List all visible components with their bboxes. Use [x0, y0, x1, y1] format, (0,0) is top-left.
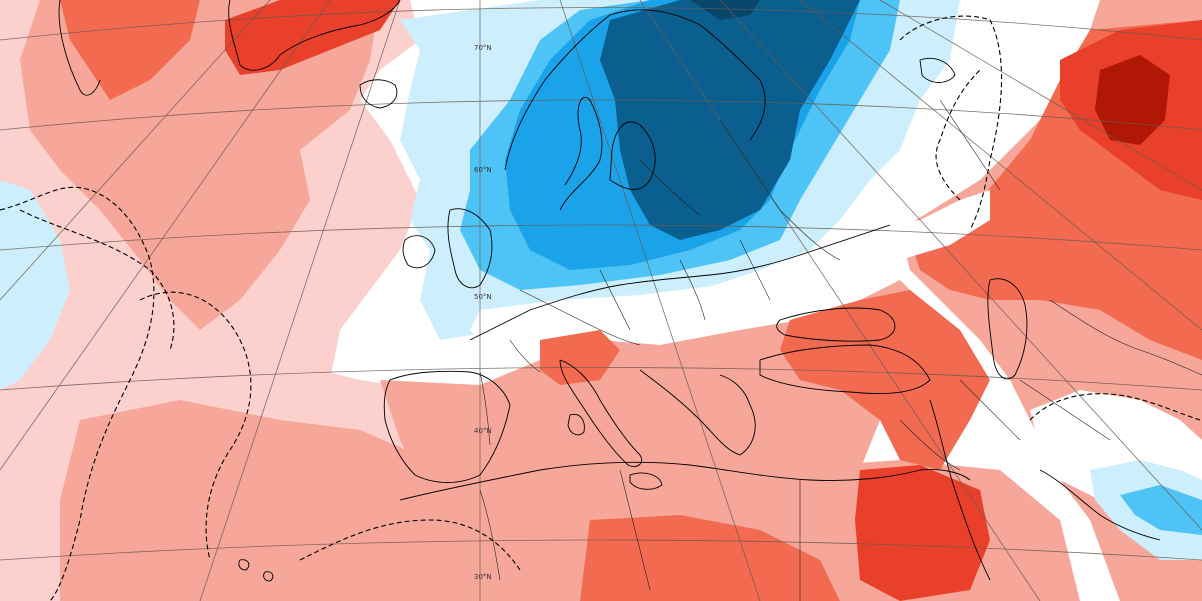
- border-turkmenistan-iran: [1019, 379, 1111, 441]
- border-central-europe-2: [599, 269, 631, 331]
- contour-line-7: [935, 69, 981, 201]
- lat-label-70: 70°N: [474, 44, 492, 52]
- lat-line-30: [0, 539, 1202, 561]
- contour-line-6: [1029, 393, 1201, 421]
- contour-line-3: [19, 209, 175, 351]
- coast-sardinia: [567, 413, 585, 436]
- border-spain-portugal: [479, 371, 491, 446]
- mid-red-balkans: [540, 330, 620, 385]
- meridian-e50: [879, 0, 1202, 191]
- coast-turkey: [759, 344, 931, 395]
- cold-anomaly-layer: [0, 0, 1202, 560]
- coast-novaya-zemlya: [919, 57, 956, 83]
- coast-black-sea: [776, 307, 896, 342]
- country-borders: [479, 99, 1202, 601]
- coast-canary-2: [263, 571, 274, 582]
- contour-line-1: [0, 186, 155, 601]
- border-belarus-ukraine: [739, 239, 771, 301]
- dark-red-core: [1095, 55, 1170, 145]
- coast-balkans: [639, 369, 756, 456]
- mid-red-greenland: [60, 0, 200, 100]
- meridian-e40: [799, 0, 1202, 331]
- light-blue-se: [1120, 485, 1202, 535]
- coast-levant-redsea: [929, 399, 991, 581]
- meridian-w10: [199, 0, 401, 601]
- coast-greenland-west: [58, 0, 101, 96]
- mid-red-sahara: [580, 515, 840, 601]
- coast-north-europe: [469, 224, 891, 341]
- coast-sicily: [629, 472, 663, 490]
- coast-gulf-bothnia: [609, 121, 656, 190]
- pale-blue-west: [0, 180, 70, 390]
- border-russia-kazakh-north: [939, 99, 1001, 191]
- border-central-europe-1: [519, 289, 641, 346]
- lat-line-40: [0, 367, 1202, 391]
- latitude-labels: 70°N 60°N 50°N 40°N 30°N: [474, 44, 492, 581]
- dark-blue-region: [600, 0, 860, 240]
- border-france-spain: [509, 339, 541, 373]
- contour-line-4: [299, 519, 521, 571]
- border-algeria-libya: [619, 469, 651, 591]
- coast-persian-gulf: [1039, 469, 1161, 541]
- border-kazakhstan-south: [1049, 299, 1202, 376]
- coast-iberia: [383, 370, 511, 483]
- border-finland-russia: [639, 159, 701, 216]
- coast-caspian: [987, 278, 1028, 380]
- lat-label-40: 40°N: [474, 427, 492, 435]
- meridian-w20: [0, 0, 331, 471]
- coast-north-africa: [399, 461, 971, 501]
- lat-line-70: [0, 7, 1202, 41]
- coast-baltic: [559, 97, 603, 211]
- coastlines: [58, 0, 1161, 582]
- coast-italy: [559, 359, 643, 467]
- lat-label-30: 30°N: [474, 573, 492, 581]
- coast-ireland: [402, 235, 436, 269]
- darkest-blue-core: [690, 0, 760, 20]
- border-russia-west: [719, 119, 841, 261]
- coast-scandinavia: [504, 9, 766, 171]
- anomaly-contours: [0, 15, 1201, 601]
- meridian-w30: [0, 0, 271, 301]
- border-morocco-algeria: [479, 489, 501, 581]
- coast-iceland: [359, 79, 398, 109]
- coast-canary-1: [238, 559, 250, 571]
- meridian-e10: [559, 0, 761, 601]
- border-iraq-iran: [959, 379, 1021, 441]
- lat-line-50: [0, 224, 1202, 251]
- meridian-e30: [719, 0, 1202, 531]
- mid-red-libya: [855, 465, 990, 601]
- contour-line-2: [139, 291, 252, 561]
- contour-line-5: [899, 15, 1003, 231]
- border-poland-ukraine: [679, 259, 706, 321]
- lat-label-60: 60°N: [474, 166, 492, 174]
- border-syria-iraq: [899, 419, 961, 471]
- neutral-band: [470, 190, 990, 340]
- coast-great-britain: [447, 208, 493, 289]
- meridian-e20: [639, 0, 1041, 601]
- lat-line-60: [0, 99, 1202, 131]
- lat-label-50: 50°N: [474, 293, 492, 301]
- coast-greenland: [228, 0, 401, 71]
